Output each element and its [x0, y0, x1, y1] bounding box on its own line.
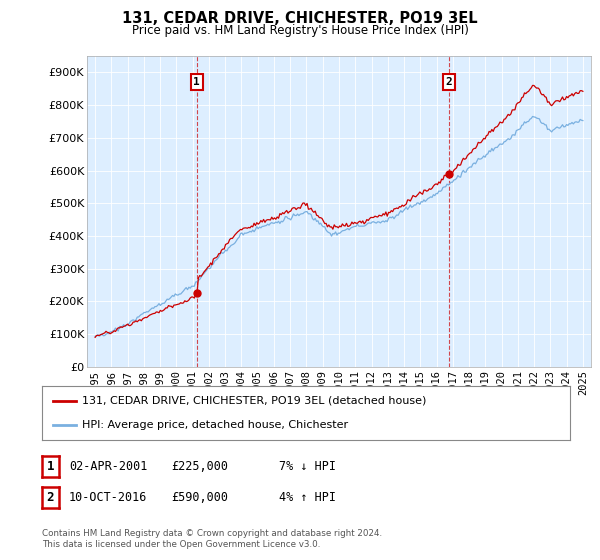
Text: Contains HM Land Registry data © Crown copyright and database right 2024.
This d: Contains HM Land Registry data © Crown c…: [42, 529, 382, 549]
Text: 7% ↓ HPI: 7% ↓ HPI: [279, 460, 336, 473]
Text: 1: 1: [47, 460, 54, 473]
Text: 02-APR-2001: 02-APR-2001: [69, 460, 148, 473]
Text: 131, CEDAR DRIVE, CHICHESTER, PO19 3EL (detached house): 131, CEDAR DRIVE, CHICHESTER, PO19 3EL (…: [82, 396, 426, 406]
Text: £590,000: £590,000: [171, 491, 228, 504]
Text: 1: 1: [193, 77, 200, 87]
Text: 2: 2: [47, 491, 54, 504]
Text: 131, CEDAR DRIVE, CHICHESTER, PO19 3EL: 131, CEDAR DRIVE, CHICHESTER, PO19 3EL: [122, 11, 478, 26]
Text: Price paid vs. HM Land Registry's House Price Index (HPI): Price paid vs. HM Land Registry's House …: [131, 24, 469, 36]
Text: 4% ↑ HPI: 4% ↑ HPI: [279, 491, 336, 504]
Text: 10-OCT-2016: 10-OCT-2016: [69, 491, 148, 504]
Text: 2: 2: [445, 77, 452, 87]
Text: £225,000: £225,000: [171, 460, 228, 473]
Text: HPI: Average price, detached house, Chichester: HPI: Average price, detached house, Chic…: [82, 420, 348, 430]
